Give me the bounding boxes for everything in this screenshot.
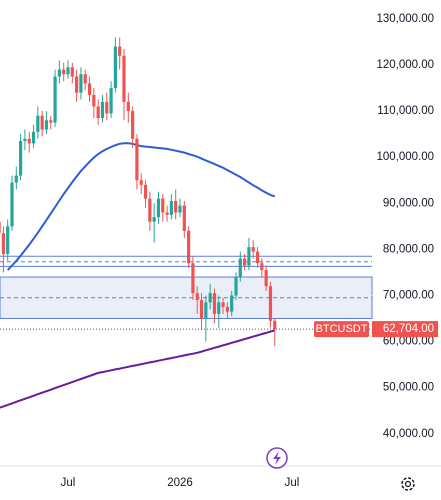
candle-body bbox=[273, 320, 277, 330]
candle-body bbox=[57, 69, 61, 77]
candle-body bbox=[122, 55, 126, 102]
candle-body bbox=[49, 120, 53, 123]
candle-body bbox=[208, 293, 212, 303]
candle-body bbox=[243, 258, 247, 266]
candle-body bbox=[199, 300, 204, 319]
y-tick-label: 80,000.00 bbox=[383, 243, 434, 255]
candle-body bbox=[191, 263, 195, 294]
candle-body bbox=[182, 205, 186, 231]
candle-body bbox=[221, 302, 225, 307]
candle-body bbox=[62, 69, 66, 75]
x-tick-label: Jul bbox=[61, 477, 76, 489]
candle-body bbox=[247, 247, 251, 266]
candle-body bbox=[36, 115, 40, 132]
candle-body bbox=[148, 198, 152, 222]
candle-body bbox=[109, 88, 113, 114]
candle-body bbox=[31, 131, 36, 144]
candle-body bbox=[152, 217, 156, 222]
y-tick-label: 60,000.00 bbox=[383, 336, 434, 348]
candle-body bbox=[204, 302, 208, 319]
candle-body bbox=[87, 83, 92, 95]
candle-body bbox=[100, 101, 105, 118]
candle-body bbox=[212, 293, 217, 314]
y-tick-label: 90,000.00 bbox=[383, 197, 434, 209]
candle-body bbox=[156, 198, 161, 218]
candle-body bbox=[135, 138, 139, 181]
candle-body bbox=[70, 67, 74, 77]
candle-body bbox=[139, 180, 143, 185]
candle-body bbox=[174, 200, 178, 213]
icon-bolt bbox=[273, 451, 281, 465]
candle-body bbox=[19, 141, 23, 176]
candle-body bbox=[10, 182, 14, 227]
candle-body bbox=[260, 263, 264, 271]
gear-outer bbox=[401, 477, 415, 491]
candle-body bbox=[105, 101, 109, 114]
candle-body bbox=[27, 138, 31, 144]
candle-body bbox=[161, 198, 165, 213]
candle-body bbox=[40, 115, 44, 130]
candle-body bbox=[14, 175, 18, 183]
ma-line bbox=[6, 142, 276, 271]
candle-body bbox=[126, 101, 130, 112]
candle-body bbox=[225, 306, 229, 312]
candle-body bbox=[23, 138, 27, 142]
price-badge bbox=[372, 321, 438, 338]
candle-body bbox=[1, 233, 5, 254]
candle-body bbox=[96, 106, 100, 118]
candle-body bbox=[255, 251, 260, 264]
candle-body bbox=[0, 221, 1, 234]
y-tick-label: 50,000.00 bbox=[383, 382, 434, 394]
candle-body bbox=[230, 295, 234, 312]
candle-body bbox=[234, 277, 238, 296]
ma-line bbox=[0, 329, 276, 409]
candle-body bbox=[178, 205, 182, 213]
x-tick-label: Jul bbox=[285, 477, 300, 489]
candle-body bbox=[79, 74, 83, 93]
candle-body bbox=[75, 76, 79, 93]
candle-body bbox=[44, 120, 49, 130]
y-tick-label: 120,000.00 bbox=[376, 59, 434, 71]
price-label: 62,704.00 bbox=[383, 323, 434, 335]
symbol-label: BTCUSDT bbox=[316, 323, 368, 335]
y-tick-label: 110,000.00 bbox=[377, 105, 434, 117]
candle-body bbox=[53, 76, 57, 123]
x-tick-label: 2026 bbox=[167, 477, 193, 489]
candle-body bbox=[83, 74, 87, 84]
candle-body bbox=[165, 212, 169, 215]
candle-body bbox=[66, 67, 70, 75]
gear-inner bbox=[404, 480, 412, 488]
symbol-badge bbox=[314, 321, 369, 338]
candle-body bbox=[268, 286, 273, 321]
candle-body bbox=[238, 258, 242, 278]
candle-body bbox=[217, 302, 221, 314]
replay-icon[interactable] bbox=[266, 447, 288, 469]
candle-body bbox=[113, 46, 117, 89]
candle-body bbox=[251, 247, 255, 252]
candle-body bbox=[195, 293, 199, 301]
y-tick-label: 40,000.00 bbox=[383, 428, 434, 440]
candle-body bbox=[264, 270, 268, 287]
y-tick-label: 100,000.00 bbox=[376, 151, 434, 163]
candle-body bbox=[169, 200, 173, 215]
y-tick-label: 70,000.00 bbox=[383, 289, 434, 301]
candle-body bbox=[187, 230, 191, 264]
candle-body bbox=[6, 226, 10, 254]
settings-icon[interactable] bbox=[401, 477, 415, 491]
y-tick-label: 130,000.00 bbox=[376, 13, 434, 25]
candle-body bbox=[131, 111, 135, 139]
candle-body bbox=[92, 94, 96, 107]
candle-body bbox=[143, 184, 148, 199]
candle-body bbox=[118, 46, 122, 56]
